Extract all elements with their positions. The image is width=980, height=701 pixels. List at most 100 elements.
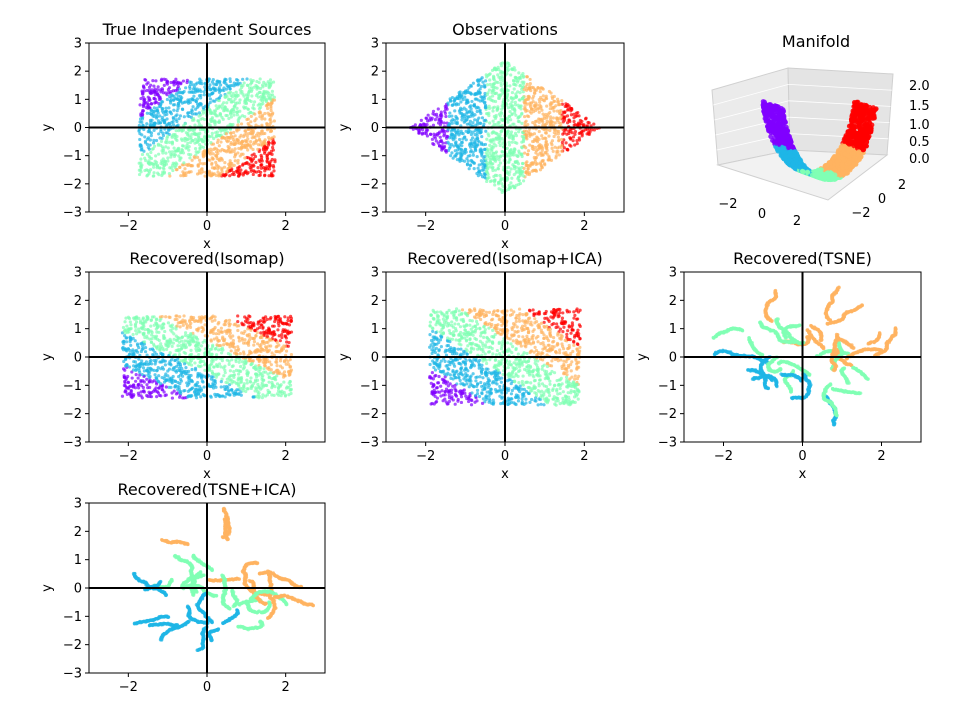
data-point (172, 94, 176, 98)
data-point (488, 151, 492, 156)
data-point (491, 168, 495, 173)
data-point (195, 89, 200, 93)
data-point (174, 114, 178, 118)
data-point (176, 106, 180, 110)
data-point (562, 146, 566, 150)
data-point (213, 112, 217, 116)
data-point (557, 138, 561, 142)
data-point (232, 110, 236, 114)
data-point (557, 145, 561, 149)
data-point (556, 97, 560, 101)
data-point (143, 168, 147, 173)
data-point (164, 145, 168, 149)
data-point (446, 101, 450, 105)
data-point (450, 151, 454, 155)
data-point (157, 152, 161, 156)
data-point (176, 84, 180, 89)
data-point (227, 147, 231, 151)
data-point (568, 106, 573, 110)
data-point (469, 138, 473, 142)
data-point (244, 105, 248, 110)
data-point (141, 124, 145, 128)
data-point (159, 78, 163, 82)
data-point (156, 171, 160, 175)
data-point (430, 137, 435, 141)
data-point (540, 119, 544, 123)
data-point (167, 172, 172, 176)
data-point (592, 122, 596, 126)
data-point (271, 98, 275, 102)
data-point (196, 119, 201, 123)
data-point (476, 98, 480, 102)
data-point (215, 114, 220, 118)
data-point (521, 179, 526, 183)
data-point (143, 139, 148, 143)
data-point (245, 77, 249, 81)
data-point (771, 114, 777, 119)
data-point (505, 88, 510, 93)
data-point (499, 88, 503, 92)
data-point (248, 139, 253, 144)
data-point (496, 73, 500, 77)
data-point (550, 101, 554, 106)
data-point (491, 94, 495, 98)
data-point (158, 88, 162, 92)
data-point (471, 136, 475, 140)
data-point (849, 118, 855, 124)
data-point (468, 142, 472, 146)
data-point (484, 105, 488, 110)
data-point (147, 85, 152, 89)
data-point (452, 102, 456, 106)
data-point (475, 120, 480, 124)
data-point (496, 121, 500, 125)
data-point (507, 160, 511, 165)
data-point (812, 172, 818, 178)
data-point (777, 123, 783, 129)
data-point (182, 161, 186, 165)
data-point (166, 88, 171, 92)
data-point (168, 174, 172, 178)
data-point (492, 180, 497, 184)
data-point (145, 137, 150, 141)
data-point (239, 140, 243, 144)
data-point (251, 131, 255, 135)
data-point (485, 83, 490, 87)
data-point (786, 145, 791, 151)
data-point (181, 79, 186, 83)
data-point (432, 134, 436, 139)
x-tick-label: 2 (580, 219, 588, 234)
data-point (832, 167, 838, 173)
data-point (513, 82, 517, 86)
data-point (164, 151, 168, 155)
data-point (534, 151, 538, 155)
data-point (236, 118, 240, 122)
data-point (235, 101, 239, 105)
data-point (165, 109, 169, 113)
data-point (493, 168, 498, 172)
data-point (787, 152, 793, 158)
data-point (195, 140, 199, 144)
data-point (484, 129, 488, 133)
data-point (162, 83, 166, 87)
data-point (149, 108, 154, 112)
data-point (524, 133, 529, 137)
data-point (576, 110, 580, 115)
data-point (492, 105, 497, 109)
data-point (466, 154, 470, 158)
data-point (198, 131, 202, 135)
data-point (547, 154, 551, 158)
data-point (172, 146, 176, 150)
data-point (160, 149, 164, 153)
data-point (163, 161, 167, 166)
data-point (189, 80, 193, 84)
data-point (180, 96, 184, 100)
data-point (253, 119, 257, 123)
data-point (554, 156, 558, 160)
data-point (495, 86, 499, 90)
data-point (214, 104, 218, 108)
data-point (438, 135, 442, 139)
data-point (528, 82, 532, 86)
data-point (270, 152, 274, 157)
data-point (498, 143, 502, 148)
data-point (224, 132, 228, 136)
